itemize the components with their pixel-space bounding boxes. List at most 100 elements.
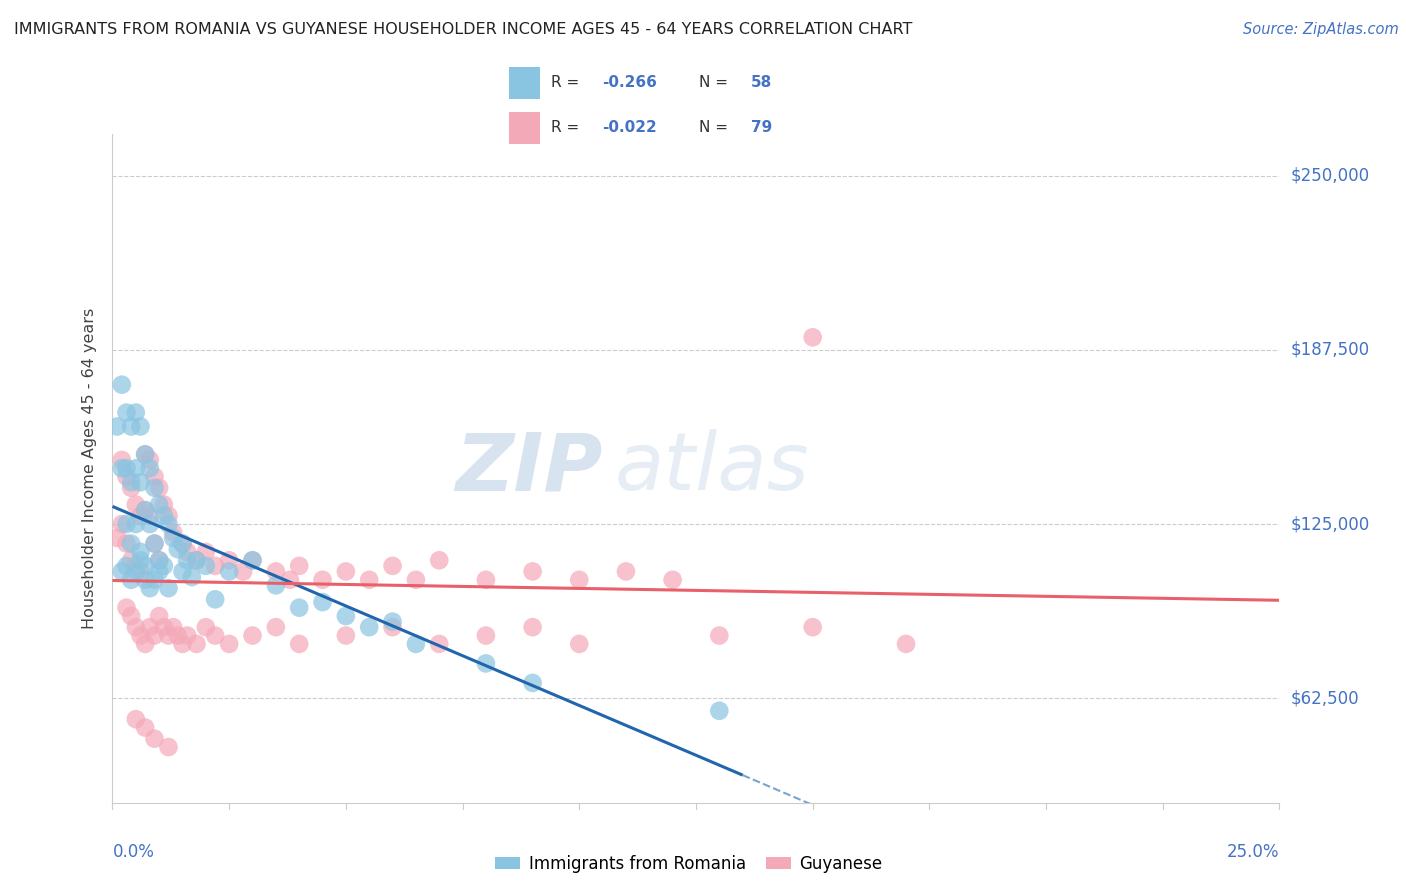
Point [242,553,264,567]
Point [709,628,731,642]
Point [381,620,404,634]
Point [166,628,188,642]
Point [125,461,148,475]
Point [218,553,240,567]
Bar [509,67,540,99]
Point [405,573,427,587]
Point [153,558,176,573]
Point [153,498,176,512]
Point [427,553,450,567]
Point [115,536,138,550]
Point [232,565,254,579]
Point [115,406,138,420]
Point [242,553,264,567]
Text: N =: N = [699,76,733,90]
Point [405,637,427,651]
Point [335,565,357,579]
Point [129,545,152,559]
Point [194,545,217,559]
Point [311,595,333,609]
Point [186,553,208,567]
Point [661,573,683,587]
Point [120,573,142,587]
Text: -0.022: -0.022 [603,120,657,135]
Point [204,558,226,573]
Point [475,657,498,671]
Point [139,581,162,595]
Point [180,570,202,584]
Point [125,406,148,420]
Point [125,565,148,579]
Point [172,565,194,579]
Point [172,536,194,550]
Y-axis label: Householder Income Ages 45 - 64 years: Householder Income Ages 45 - 64 years [82,308,97,629]
Point [614,565,637,579]
Point [111,453,134,467]
Point [172,536,194,550]
Point [801,620,824,634]
Point [143,731,166,746]
Point [157,508,180,523]
Point [278,573,301,587]
Text: atlas: atlas [614,429,808,508]
Point [120,475,142,490]
Text: Source: ZipAtlas.com: Source: ZipAtlas.com [1243,22,1399,37]
Point [115,517,138,532]
Point [264,578,287,592]
Point [143,481,166,495]
Point [204,628,226,642]
Point [335,609,357,624]
Bar [509,112,540,144]
Point [129,553,152,567]
Point [129,565,152,579]
Text: 0.0%: 0.0% [112,843,155,861]
Point [148,553,170,567]
Point [111,377,134,392]
Text: $125,000: $125,000 [1291,515,1369,533]
Point [139,508,162,523]
Point [120,481,142,495]
Point [134,558,156,573]
Point [522,620,544,634]
Text: 25.0%: 25.0% [1227,843,1279,861]
Point [186,637,208,651]
Point [335,628,357,642]
Point [157,581,180,595]
Point [194,558,217,573]
Point [129,419,152,434]
Point [264,565,287,579]
Point [111,517,134,532]
Point [522,676,544,690]
Point [157,740,180,755]
Point [288,558,311,573]
Point [125,558,148,573]
Point [568,637,591,651]
Point [134,447,156,461]
Text: 79: 79 [751,120,772,135]
Point [105,531,128,545]
Text: R =: R = [551,76,583,90]
Point [115,558,138,573]
Point [427,637,450,651]
Point [115,469,138,483]
Point [143,573,166,587]
Point [894,637,917,651]
Point [134,503,156,517]
Point [242,628,264,642]
Point [125,498,148,512]
Point [134,637,156,651]
Point [186,553,208,567]
Point [194,620,217,634]
Point [162,525,184,540]
Point [148,481,170,495]
Point [288,600,311,615]
Text: $187,500: $187,500 [1291,341,1369,359]
Point [143,628,166,642]
Point [139,453,162,467]
Point [148,609,170,624]
Point [125,620,148,634]
Point [134,573,156,587]
Point [359,573,381,587]
Text: ZIP: ZIP [456,429,603,508]
Point [381,615,404,629]
